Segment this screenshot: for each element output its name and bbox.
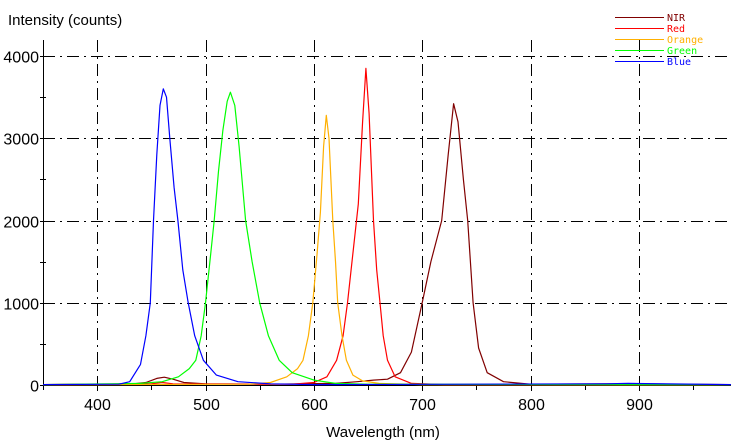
series-group (42, 67, 731, 386)
x-axis-label: Wavelength (nm) (326, 424, 440, 441)
y-tick-label: 0 (30, 379, 39, 396)
axes: 400 500 600 700 800 900 0 1000 2000 3000 4000 (3, 40, 731, 414)
x-tick-label: 900 (626, 397, 653, 414)
series-line-green (42, 91, 731, 386)
series-line-nir (42, 103, 731, 386)
y-tick-label: 4000 (3, 50, 39, 67)
legend-label: Green (667, 46, 697, 57)
legend-label: Blue (667, 57, 691, 68)
legend-label: Orange (667, 35, 703, 46)
x-tick-label: 700 (409, 397, 436, 414)
x-tick-label: 800 (518, 397, 545, 414)
x-tick-label: 600 (301, 397, 328, 414)
series-line-blue (42, 88, 731, 386)
series-line-orange (42, 114, 731, 386)
legend-label: Red (667, 24, 685, 35)
y-tick-label: 1000 (3, 297, 39, 314)
y-axis-label: Intensity (counts) (8, 12, 122, 29)
legend-label: NIR (667, 13, 686, 24)
y-tick-label: 3000 (3, 132, 39, 149)
x-tick-label: 400 (84, 397, 111, 414)
x-tick-label: 500 (193, 397, 220, 414)
y-tick-label: 2000 (3, 215, 39, 232)
